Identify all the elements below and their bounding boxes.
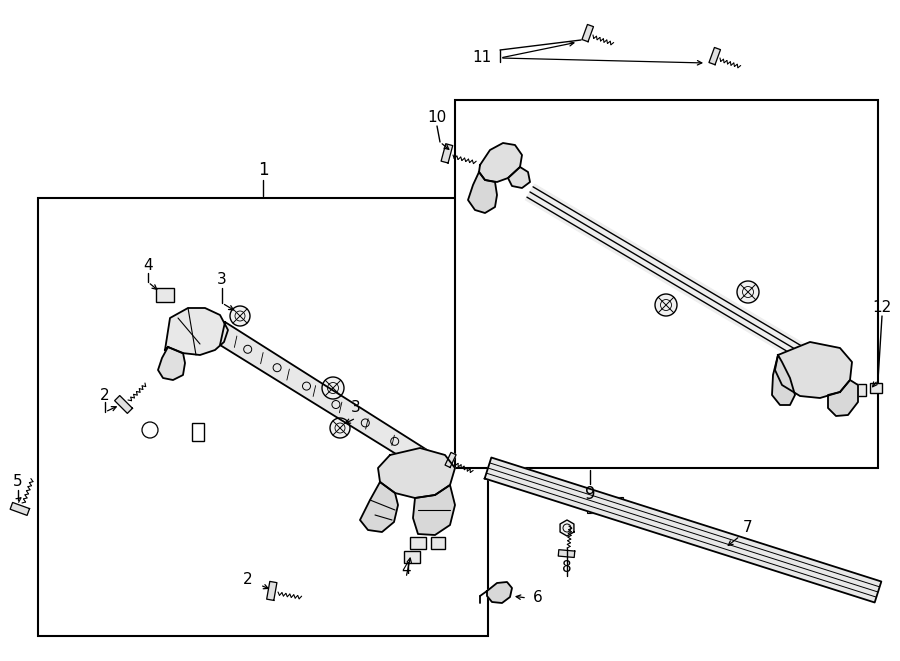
Bar <box>850 384 866 396</box>
Text: 11: 11 <box>472 50 492 65</box>
Bar <box>192 423 204 441</box>
Circle shape <box>230 306 250 326</box>
Polygon shape <box>266 582 277 600</box>
Polygon shape <box>413 485 455 535</box>
Polygon shape <box>772 355 795 405</box>
Bar <box>156 288 174 302</box>
Text: 4: 4 <box>401 563 410 578</box>
Polygon shape <box>446 452 456 467</box>
Text: 3: 3 <box>217 272 227 288</box>
Bar <box>455 100 878 468</box>
Bar <box>410 537 426 549</box>
Text: 3: 3 <box>351 401 361 416</box>
Circle shape <box>330 418 350 438</box>
Text: 7: 7 <box>743 520 752 535</box>
Polygon shape <box>441 143 453 163</box>
Polygon shape <box>114 395 132 413</box>
Polygon shape <box>10 502 30 516</box>
Text: 8: 8 <box>562 561 572 576</box>
Polygon shape <box>468 172 497 213</box>
Text: 2: 2 <box>100 387 110 403</box>
Bar <box>587 497 623 513</box>
Polygon shape <box>378 448 455 498</box>
Polygon shape <box>165 308 228 355</box>
Polygon shape <box>709 48 721 65</box>
Circle shape <box>655 294 677 316</box>
Text: 9: 9 <box>585 485 595 503</box>
Polygon shape <box>775 342 852 398</box>
Polygon shape <box>360 482 398 532</box>
Text: 5: 5 <box>14 475 22 490</box>
Polygon shape <box>158 347 185 380</box>
Bar <box>431 537 445 549</box>
Circle shape <box>322 377 344 399</box>
Bar <box>404 551 420 563</box>
Text: 10: 10 <box>428 110 446 126</box>
Text: 12: 12 <box>872 301 892 315</box>
Text: 4: 4 <box>143 258 153 272</box>
Bar <box>870 383 882 393</box>
Polygon shape <box>487 582 512 603</box>
Bar <box>169 356 180 364</box>
Circle shape <box>737 281 759 303</box>
Text: 1: 1 <box>257 161 268 179</box>
Bar <box>38 198 488 636</box>
Polygon shape <box>508 167 530 188</box>
Polygon shape <box>828 380 858 416</box>
Text: 6: 6 <box>533 590 543 605</box>
Polygon shape <box>485 457 881 602</box>
Polygon shape <box>526 184 826 373</box>
Polygon shape <box>582 24 593 42</box>
Polygon shape <box>558 550 575 557</box>
Text: 2: 2 <box>243 572 253 588</box>
Polygon shape <box>560 520 574 536</box>
Polygon shape <box>479 143 522 182</box>
Polygon shape <box>220 322 435 475</box>
